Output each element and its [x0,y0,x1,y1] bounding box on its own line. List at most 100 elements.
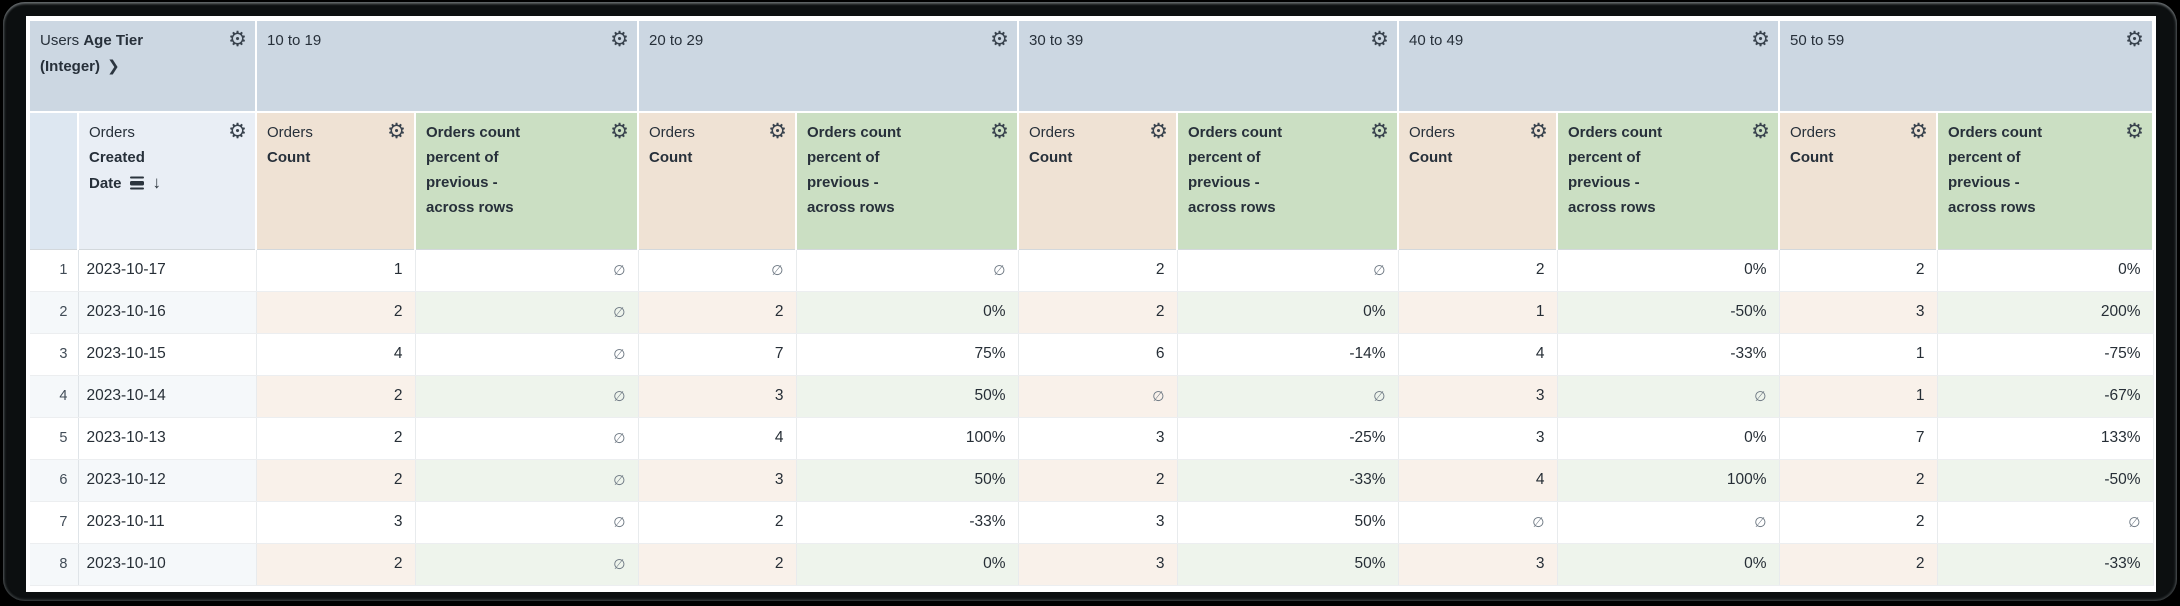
gear-icon[interactable]: ⚙ [990,120,1009,143]
orders-count-column-header[interactable]: Orders Count ⚙ [1398,112,1558,250]
chevron-right-icon[interactable]: ❯ [107,58,120,75]
percent-cell[interactable]: ∅ [1177,249,1399,292]
count-cell[interactable]: 3 [1018,501,1178,544]
count-cell[interactable]: 2 [256,417,416,460]
percent-cell[interactable]: -33% [1937,543,2154,586]
pivot-field-header[interactable]: Users Age Tier (Integer) ❯ ⚙ [30,21,257,113]
count-cell[interactable]: 2 [638,501,797,544]
gear-icon[interactable]: ⚙ [610,28,629,51]
date-cell[interactable]: 2023-10-12 [78,459,257,502]
count-cell[interactable]: 2 [1018,249,1178,292]
count-cell[interactable]: 7 [638,333,797,376]
percent-of-previous-column-header[interactable]: Orders count percent of previous - acros… [1557,112,1780,250]
percent-cell[interactable]: 0% [796,543,1019,586]
percent-of-previous-column-header[interactable]: Orders count percent of previous - acros… [1177,112,1399,250]
count-cell[interactable]: 2 [256,375,416,418]
pivot-value-header-30-to-39[interactable]: 30 to 39 ⚙ [1018,21,1399,113]
count-cell[interactable]: 4 [256,333,416,376]
count-cell[interactable]: 2 [1398,249,1558,292]
percent-cell[interactable]: -33% [1557,333,1780,376]
percent-cell[interactable]: ∅ [796,249,1019,292]
percent-cell[interactable]: ∅ [415,417,639,460]
percent-cell[interactable]: 100% [1557,459,1780,502]
count-cell[interactable]: 3 [1018,543,1178,586]
percent-cell[interactable]: ∅ [1557,375,1780,418]
count-cell[interactable]: 3 [1779,291,1938,334]
orders-count-column-header[interactable]: Orders Count ⚙ [256,112,416,250]
percent-cell[interactable]: 0% [1557,249,1780,292]
gear-icon[interactable]: ⚙ [768,120,787,143]
gear-icon[interactable]: ⚙ [228,28,247,51]
percent-cell[interactable]: -33% [796,501,1019,544]
percent-cell[interactable]: ∅ [1177,375,1399,418]
gear-icon[interactable]: ⚙ [1370,120,1389,143]
count-cell[interactable]: 3 [638,459,797,502]
percent-cell[interactable]: -67% [1937,375,2154,418]
percent-cell[interactable]: 75% [796,333,1019,376]
percent-cell[interactable]: 0% [796,291,1019,334]
count-cell[interactable]: 3 [638,375,797,418]
count-cell[interactable]: 2 [638,291,797,334]
date-cell[interactable]: 2023-10-13 [78,417,257,460]
gear-icon[interactable]: ⚙ [1751,120,1770,143]
count-cell[interactable]: 2 [256,291,416,334]
gear-icon[interactable]: ⚙ [1751,28,1770,51]
date-cell[interactable]: 2023-10-15 [78,333,257,376]
count-cell[interactable]: 2 [256,459,416,502]
percent-cell[interactable]: ∅ [415,291,639,334]
gear-icon[interactable]: ⚙ [387,120,406,143]
count-cell[interactable]: 2 [1779,459,1938,502]
count-cell[interactable]: 4 [638,417,797,460]
count-cell[interactable]: 1 [256,249,416,292]
count-cell[interactable]: 4 [1398,333,1558,376]
gear-icon[interactable]: ⚙ [2125,120,2144,143]
pivot-value-header-50-to-59[interactable]: 50 to 59 ⚙ [1779,21,2154,113]
percent-cell[interactable]: 0% [1177,291,1399,334]
percent-cell[interactable]: -50% [1937,459,2154,502]
percent-cell[interactable]: ∅ [415,459,639,502]
count-cell[interactable]: 2 [638,543,797,586]
percent-cell[interactable]: 0% [1557,543,1780,586]
count-cell[interactable]: 2 [1018,291,1178,334]
count-cell[interactable]: 7 [1779,417,1938,460]
orders-count-column-header[interactable]: Orders Count ⚙ [1779,112,1938,250]
count-cell[interactable]: 3 [1018,417,1178,460]
count-cell[interactable]: 2 [256,543,416,586]
date-cell[interactable]: 2023-10-17 [78,249,257,292]
count-cell[interactable]: 3 [1398,417,1558,460]
percent-cell[interactable]: -33% [1177,459,1399,502]
percent-cell[interactable]: -14% [1177,333,1399,376]
percent-cell[interactable]: 50% [796,459,1019,502]
gear-icon[interactable]: ⚙ [228,120,247,143]
pivot-value-header-40-to-49[interactable]: 40 to 49 ⚙ [1398,21,1780,113]
count-cell[interactable]: 1 [1779,333,1938,376]
orders-count-column-header[interactable]: Orders Count ⚙ [638,112,797,250]
percent-cell[interactable]: ∅ [1557,501,1780,544]
gear-icon[interactable]: ⚙ [1529,120,1548,143]
count-cell[interactable]: 4 [1398,459,1558,502]
gear-icon[interactable]: ⚙ [990,28,1009,51]
percent-cell[interactable]: 50% [1177,543,1399,586]
count-cell[interactable]: 2 [1779,543,1938,586]
count-cell[interactable]: ∅ [1018,375,1178,418]
count-cell[interactable]: 6 [1018,333,1178,376]
pivot-value-header-20-to-29[interactable]: 20 to 29 ⚙ [638,21,1019,113]
gear-icon[interactable]: ⚙ [610,120,629,143]
date-cell[interactable]: 2023-10-11 [78,501,257,544]
percent-cell[interactable]: -25% [1177,417,1399,460]
percent-of-previous-column-header[interactable]: Orders count percent of previous - acros… [1937,112,2154,250]
count-cell[interactable]: ∅ [638,249,797,292]
percent-of-previous-column-header[interactable]: Orders count percent of previous - acros… [796,112,1019,250]
count-cell[interactable]: 2 [1018,459,1178,502]
percent-cell[interactable]: ∅ [415,333,639,376]
pivot-value-header-10-to-19[interactable]: 10 to 19 ⚙ [256,21,639,113]
percent-cell[interactable]: -50% [1557,291,1780,334]
percent-cell[interactable]: 50% [796,375,1019,418]
count-cell[interactable]: 3 [1398,543,1558,586]
date-cell[interactable]: 2023-10-14 [78,375,257,418]
percent-cell[interactable]: ∅ [415,375,639,418]
percent-cell[interactable]: ∅ [415,501,639,544]
count-cell[interactable]: 1 [1398,291,1558,334]
count-cell[interactable]: 1 [1779,375,1938,418]
percent-cell[interactable]: ∅ [415,543,639,586]
